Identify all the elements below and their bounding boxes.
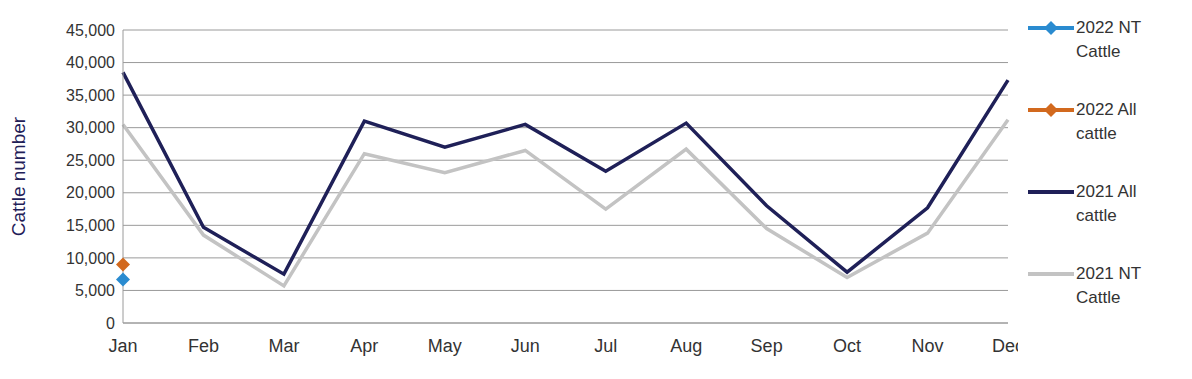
svg-text:Jan: Jan <box>108 336 137 356</box>
svg-text:45,000: 45,000 <box>66 22 115 39</box>
svg-text:Cattle number: Cattle number <box>8 116 29 236</box>
svg-text:5,000: 5,000 <box>75 282 115 299</box>
svg-text:10,000: 10,000 <box>66 250 115 267</box>
html-text:2022 All cattle: 2022 All cattle <box>1076 100 1137 143</box>
html-text:2022 NT Cattle: 2022 NT Cattle <box>1076 18 1141 61</box>
svg-text:35,000: 35,000 <box>66 87 115 104</box>
svg-text:Feb: Feb <box>188 336 219 356</box>
svg-text:May: May <box>428 336 462 356</box>
svg-text:40,000: 40,000 <box>66 54 115 71</box>
html-text:2021 All cattle: 2021 All cattle <box>1076 182 1137 225</box>
svg-text:Apr: Apr <box>350 336 378 356</box>
svg-text:30,000: 30,000 <box>66 119 115 136</box>
svg-text:Dec: Dec <box>992 336 1018 356</box>
svg-text:Oct: Oct <box>833 336 861 356</box>
svg-text:15,000: 15,000 <box>66 217 115 234</box>
svg-text:Sep: Sep <box>751 336 783 356</box>
svg-text:Jun: Jun <box>511 336 540 356</box>
svg-text:Jul: Jul <box>594 336 617 356</box>
svg-text:20,000: 20,000 <box>66 184 115 201</box>
svg-text:Nov: Nov <box>912 336 944 356</box>
html-text:2021 NT Cattle: 2021 NT Cattle <box>1076 264 1141 307</box>
svg-text:Mar: Mar <box>268 336 299 356</box>
svg-text:0: 0 <box>106 315 115 332</box>
svg-text:Aug: Aug <box>670 336 702 356</box>
svg-text:25,000: 25,000 <box>66 152 115 169</box>
